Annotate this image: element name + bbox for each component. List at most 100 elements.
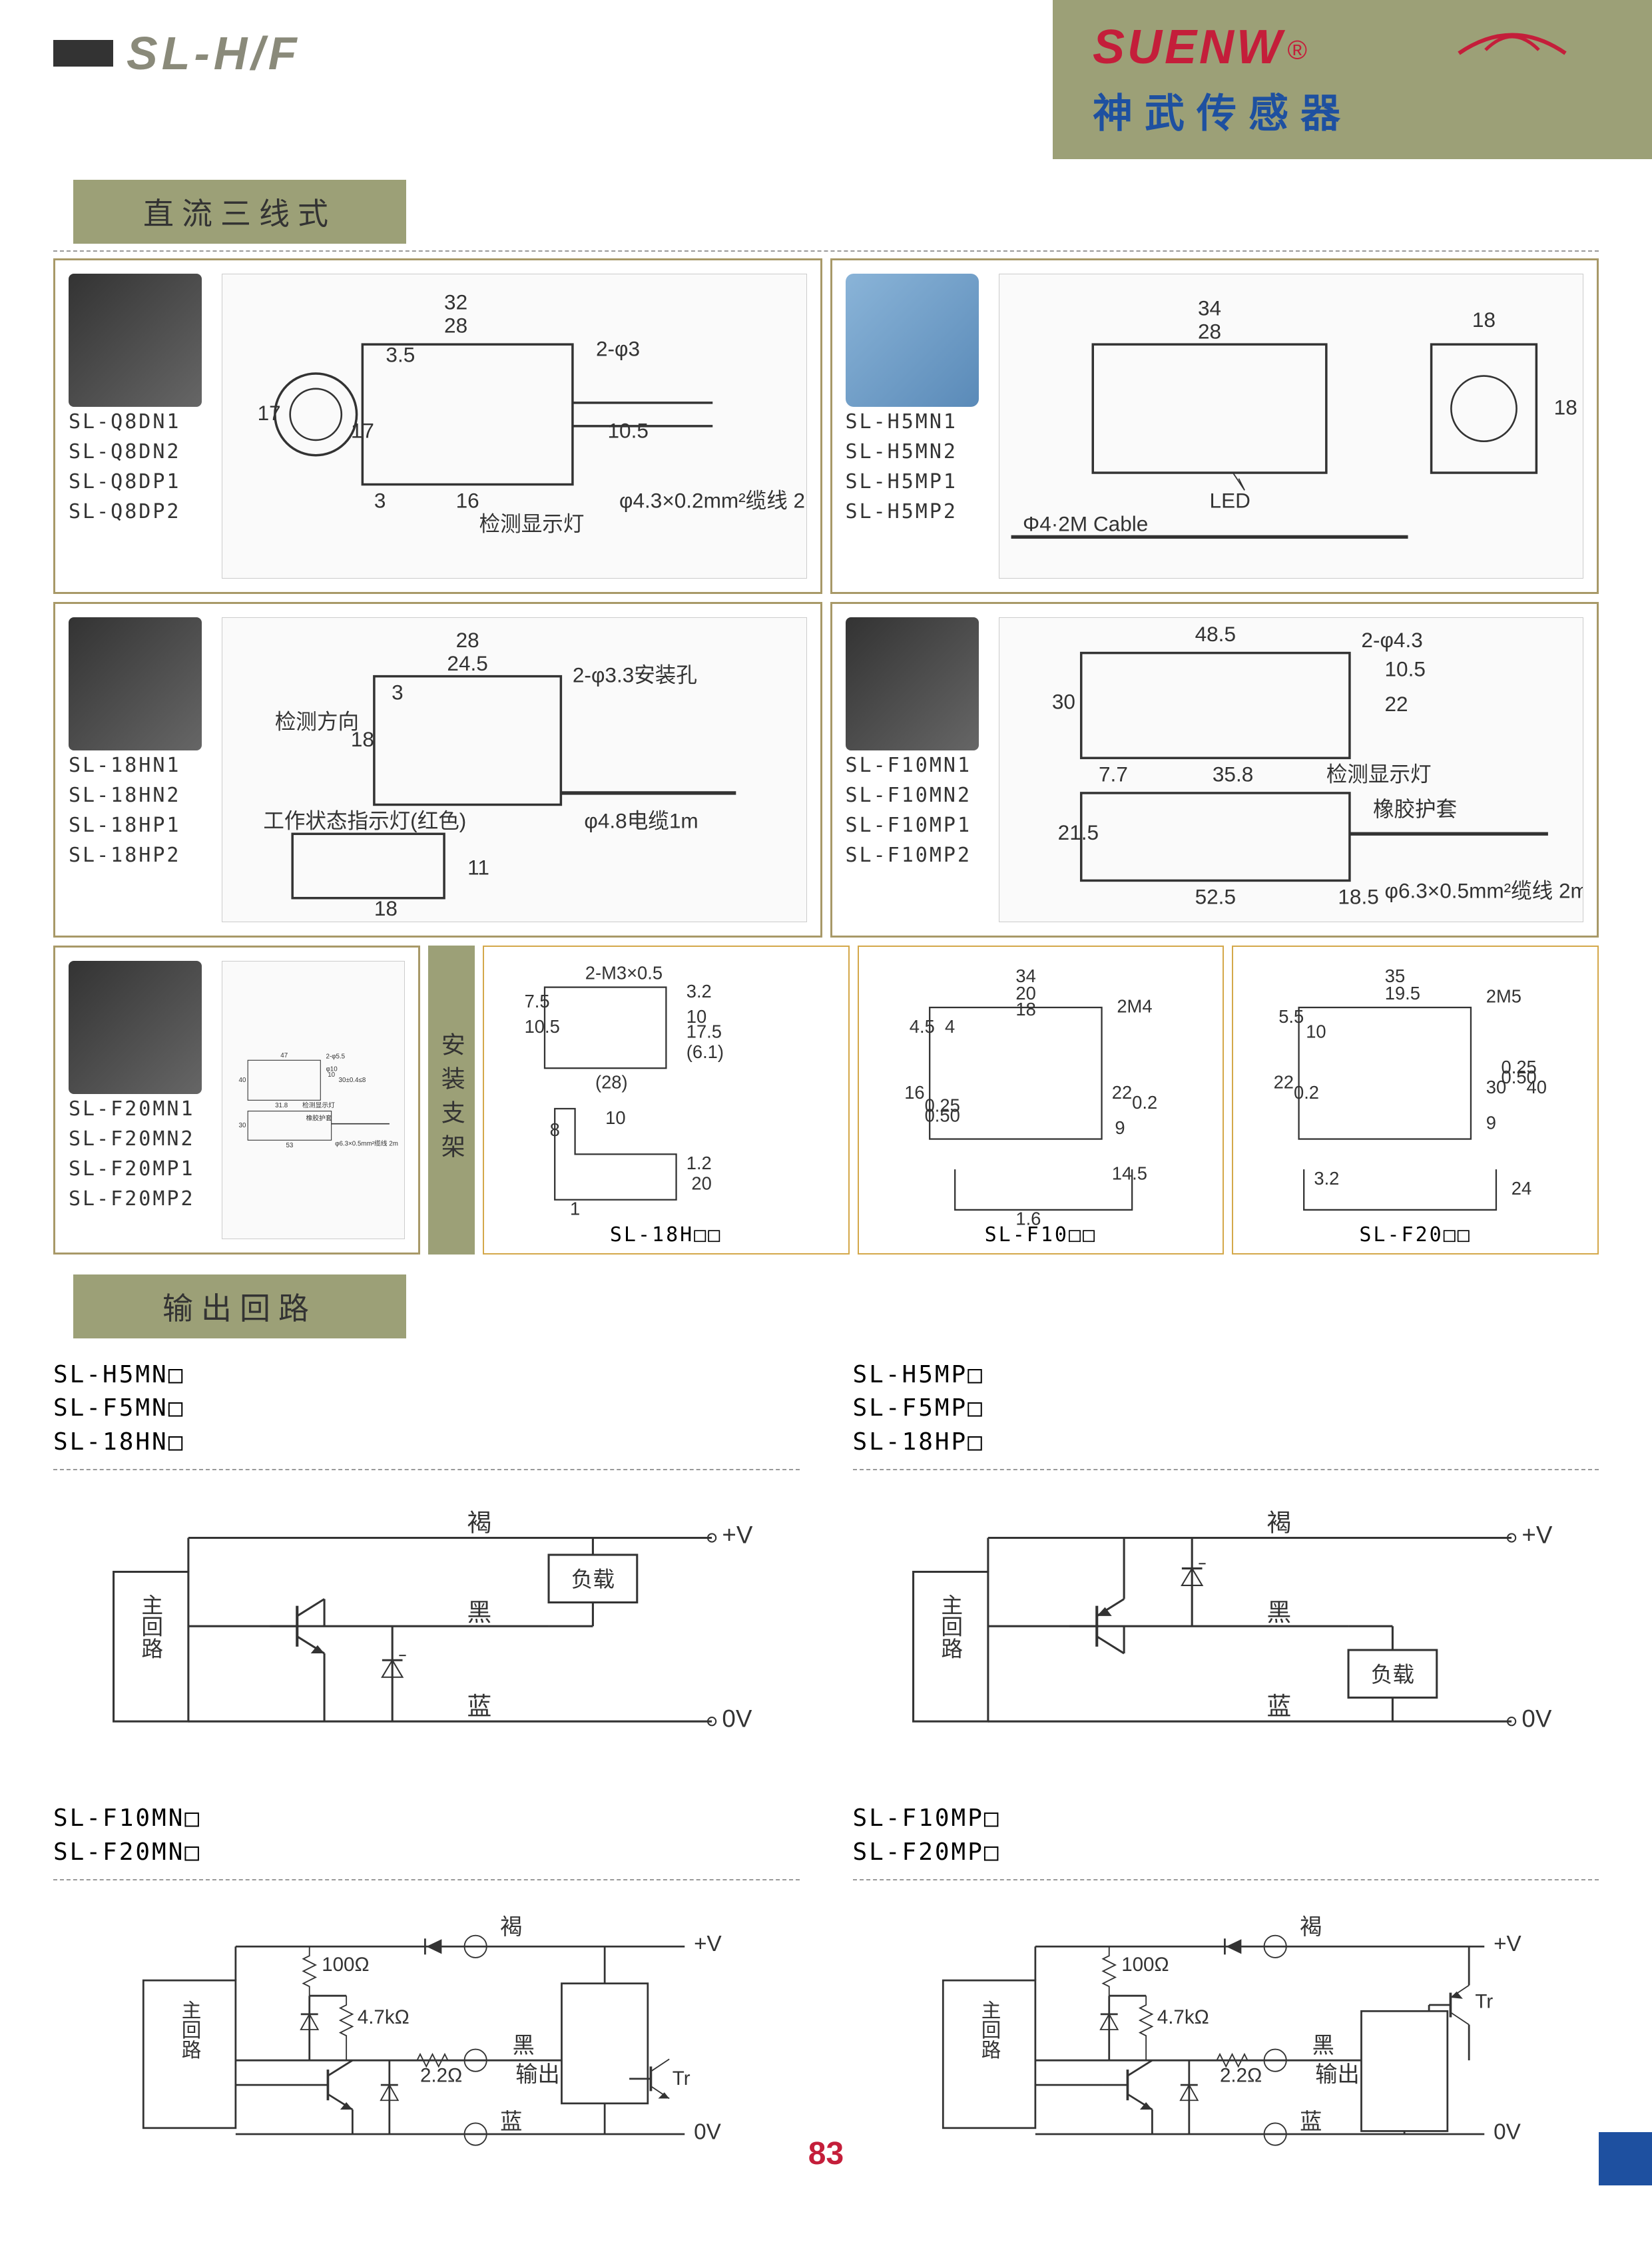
products-grid: SL-Q8DN1 SL-Q8DN2 SL-Q8DP1 SL-Q8DP2 32 2… bbox=[53, 250, 1599, 938]
product-left: SL-18HN1 SL-18HN2 SL-18HP1 SL-18HP2 bbox=[69, 617, 222, 922]
svg-text:φ6.3×0.5mm²缆线 2m: φ6.3×0.5mm²缆线 2m bbox=[335, 1139, 398, 1147]
bracket-model: SL-18H□□ bbox=[610, 1223, 722, 1247]
product-photo bbox=[69, 274, 202, 407]
svg-text:Φ4·2M Cable: Φ4·2M Cable bbox=[1023, 512, 1148, 536]
svg-text:7.7: 7.7 bbox=[1099, 762, 1128, 786]
svg-text:16: 16 bbox=[904, 1081, 924, 1102]
svg-text:48.5: 48.5 bbox=[1195, 622, 1235, 646]
svg-text:22: 22 bbox=[1274, 1071, 1294, 1092]
svg-text:0.2: 0.2 bbox=[1294, 1081, 1319, 1102]
model-code: SL-F20MN2 bbox=[69, 1124, 222, 1154]
model-code: SL-F20MP□ bbox=[853, 1836, 1599, 1869]
model-code: SL-F20MN1 bbox=[69, 1094, 222, 1124]
svg-text:5.5: 5.5 bbox=[1278, 1005, 1304, 1026]
circuit-models: SL-H5MP□ SL-F5MP□ SL-18HP□ bbox=[853, 1358, 1599, 1459]
product-photo bbox=[846, 274, 979, 407]
model-code: SL-H5MN□ bbox=[53, 1358, 800, 1392]
model-code: SL-H5MP2 bbox=[846, 497, 999, 527]
svg-text:工作状态指示灯(红色): 工作状态指示灯(红色) bbox=[263, 808, 466, 832]
bracket-section-label: 安装支架 bbox=[428, 946, 475, 1255]
circuit-block: SL-F10MP□ SL-F20MP□ 主回路 100Ω bbox=[853, 1802, 1599, 2159]
circuit-diagram: 主回路 100Ω 4.7kΩ bbox=[853, 1879, 1599, 2159]
svg-text:2-M3×0.5: 2-M3×0.5 bbox=[585, 962, 663, 983]
svg-text:黑: 黑 bbox=[467, 1599, 492, 1626]
model-code: SL-F5MP□ bbox=[853, 1392, 1599, 1425]
svg-text:黑: 黑 bbox=[1312, 2034, 1334, 2058]
product-models: SL-Q8DN1 SL-Q8DN2 SL-Q8DP1 SL-Q8DP2 bbox=[69, 407, 222, 527]
svg-text:LED: LED bbox=[1209, 489, 1250, 513]
section-dc-label: 直流三线式 bbox=[73, 180, 406, 244]
svg-text:蓝: 蓝 bbox=[1266, 1693, 1291, 1720]
svg-text:输出: 输出 bbox=[515, 2063, 560, 2088]
svg-text:0V: 0V bbox=[1521, 1705, 1551, 1733]
product-models: SL-F20MN1 SL-F20MN2 SL-F20MP1 SL-F20MP2 bbox=[69, 1094, 222, 1214]
tech-drawing: 47 31.8 40 30 10 53 2-φ5.5 φ10 检测显示灯 橡胶护… bbox=[222, 961, 405, 1240]
svg-text:40: 40 bbox=[1527, 1077, 1547, 1097]
svg-text:32: 32 bbox=[444, 290, 467, 314]
svg-text:蓝: 蓝 bbox=[500, 2110, 522, 2135]
product-cell: SL-Q8DN1 SL-Q8DN2 SL-Q8DP1 SL-Q8DP2 32 2… bbox=[53, 258, 822, 594]
svg-text:0.50: 0.50 bbox=[924, 1105, 960, 1125]
product-photo bbox=[846, 617, 979, 750]
svg-text:10.5: 10.5 bbox=[1384, 657, 1425, 681]
svg-text:52.5: 52.5 bbox=[1195, 884, 1235, 908]
svg-text:3.2: 3.2 bbox=[1314, 1167, 1340, 1188]
title-block: SL-H/F bbox=[53, 27, 301, 80]
svg-text:蓝: 蓝 bbox=[467, 1693, 492, 1720]
svg-text:黑: 黑 bbox=[1266, 1599, 1291, 1626]
svg-text:40: 40 bbox=[239, 1077, 246, 1084]
svg-text:检测方向: 检测方向 bbox=[275, 709, 359, 733]
model-code: SL-F20MP1 bbox=[69, 1154, 222, 1184]
logo-subtitle: 神武传感器 bbox=[1093, 81, 1612, 139]
bracket-model: SL-F10□□ bbox=[985, 1223, 1097, 1247]
svg-text:47: 47 bbox=[280, 1051, 288, 1059]
svg-text:18: 18 bbox=[1015, 999, 1035, 1019]
svg-text:10.5: 10.5 bbox=[524, 1016, 559, 1037]
corner-accent bbox=[1599, 2132, 1652, 2185]
svg-text:Tr: Tr bbox=[673, 2068, 690, 2090]
svg-text:主回路: 主回路 bbox=[138, 1593, 163, 1659]
model-code: SL-18HP2 bbox=[69, 840, 222, 870]
svg-text:18: 18 bbox=[1472, 308, 1495, 332]
svg-text:35.8: 35.8 bbox=[1212, 762, 1252, 786]
svg-text:橡胶护套: 橡胶护套 bbox=[306, 1113, 332, 1122]
svg-text:2-φ3: 2-φ3 bbox=[596, 337, 640, 361]
svg-text:2-φ5.5: 2-φ5.5 bbox=[326, 1053, 345, 1060]
bracket-model: SL-F20□□ bbox=[1359, 1223, 1472, 1247]
tech-drawing: 34 28 18 18 LED Φ4·2M Cable bbox=[999, 274, 1584, 579]
svg-text:蓝: 蓝 bbox=[1300, 2110, 1322, 2135]
model-code: SL-Q8DP1 bbox=[69, 467, 222, 497]
product-photo bbox=[69, 961, 202, 1094]
svg-text:30: 30 bbox=[1051, 689, 1075, 713]
logo-text: SUENW bbox=[1093, 21, 1284, 74]
bracket-cell: 2-M3×0.5 3.2 7.5 10.5 10 17.5 (6.1) (28)… bbox=[483, 946, 850, 1255]
svg-text:10: 10 bbox=[1306, 1021, 1326, 1041]
model-code: SL-Q8DN2 bbox=[69, 437, 222, 467]
svg-text:18: 18 bbox=[374, 896, 398, 920]
svg-text:2.2Ω: 2.2Ω bbox=[420, 2065, 462, 2087]
model-code: SL-F5MN□ bbox=[53, 1392, 800, 1425]
product-left: SL-F20MN1 SL-F20MN2 SL-F20MP1 SL-F20MP2 bbox=[69, 961, 222, 1240]
product-cell: SL-H5MN1 SL-H5MN2 SL-H5MP1 SL-H5MP2 34 2… bbox=[830, 258, 1599, 594]
tech-drawing: 48.5 35.8 7.7 30 21.5 18.5 52.5 22 10.5 … bbox=[999, 617, 1584, 922]
svg-text:10: 10 bbox=[605, 1107, 625, 1127]
circuit-models: SL-F10MN□ SL-F20MN□ bbox=[53, 1802, 800, 1869]
model-code: SL-18HP□ bbox=[853, 1426, 1599, 1459]
circuit-diagram: 主回路 bbox=[53, 1469, 800, 1749]
svg-text:34: 34 bbox=[1197, 296, 1221, 320]
svg-text:黑: 黑 bbox=[513, 2034, 535, 2058]
circuit-grid: SL-H5MN□ SL-F5MN□ SL-18HN□ 主回路 bbox=[53, 1358, 1599, 2159]
svg-text:4.5: 4.5 bbox=[909, 1016, 934, 1037]
svg-text:2M5: 2M5 bbox=[1486, 985, 1521, 1006]
model-code: SL-Q8DN1 bbox=[69, 407, 222, 437]
model-code: SL-F10MN1 bbox=[846, 750, 999, 780]
product-cell: SL-18HN1 SL-18HN2 SL-18HP1 SL-18HP2 28 2… bbox=[53, 602, 822, 938]
svg-text:14.5: 14.5 bbox=[1111, 1163, 1147, 1183]
product-cell: SL-F10MN1 SL-F10MN2 SL-F10MP1 SL-F10MP2 … bbox=[830, 602, 1599, 938]
model-code: SL-H5MN1 bbox=[846, 407, 999, 437]
model-code: SL-H5MP1 bbox=[846, 467, 999, 497]
model-code: SL-F10MP□ bbox=[853, 1802, 1599, 1835]
svg-text:φ10: φ10 bbox=[326, 1065, 338, 1073]
bracket-cell: 34 20 18 4.5 4 16 0.25 0.50 22 0.2 9 14.… bbox=[858, 946, 1225, 1255]
svg-text:17: 17 bbox=[351, 418, 374, 442]
